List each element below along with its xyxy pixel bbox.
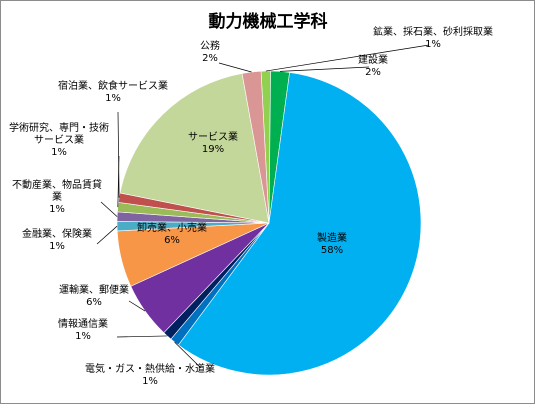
chart-title: 動力機械工学科 xyxy=(209,11,328,32)
pie-slice-2 xyxy=(177,72,422,376)
slice-label-value-4: 1% xyxy=(75,331,91,342)
slice-label-value-8: 1% xyxy=(49,204,65,215)
leader-line-1 xyxy=(280,66,370,72)
slice-label-value-11: 19% xyxy=(202,144,224,155)
slice-label-name-5: 運輸業、郵便業 xyxy=(59,283,129,296)
slice-label-name-8: 不動産業、物品賃貸 xyxy=(12,178,102,191)
slice-label-name-9: サービス業 xyxy=(34,133,84,146)
slice-label-name-4: 情報通信業 xyxy=(58,317,108,330)
slice-label-value-7: 1% xyxy=(49,241,65,252)
slice-label-value-10: 1% xyxy=(105,93,121,104)
leader-line-3 xyxy=(174,341,202,369)
slice-label-name-8: 業 xyxy=(52,190,62,203)
slice-label-value-5: 6% xyxy=(86,297,102,308)
leader-line-7 xyxy=(96,225,118,245)
leader-line-12 xyxy=(218,62,252,73)
leader-line-10 xyxy=(117,111,120,198)
slice-label-name-12: 公務 xyxy=(200,39,220,52)
slice-label-name-6: 卸売業、小売業 xyxy=(137,221,207,234)
slice-label-value-12: 2% xyxy=(202,53,218,64)
leader-line-0 xyxy=(265,44,430,72)
slice-label-value-1: 2% xyxy=(365,67,381,78)
slice-label-value-0: 1% xyxy=(425,39,441,50)
slice-label-name-1: 建設業 xyxy=(358,53,388,66)
slice-label-value-9: 1% xyxy=(51,147,67,158)
slice-label-value-3: 1% xyxy=(142,376,158,387)
slice-label-name-9: 学術研究、専門・技術 xyxy=(9,121,109,134)
slice-label-name-10: 宿泊業、飲食サービス業 xyxy=(58,79,168,92)
leader-line-5 xyxy=(128,300,146,312)
slice-label-name-11: サービス業 xyxy=(188,130,238,143)
slice-label-value-6: 6% xyxy=(164,235,180,246)
slice-label-name-3: 電気・ガス・熱供給・水道業 xyxy=(85,362,215,375)
slice-label-name-7: 金融業、保険業 xyxy=(22,227,92,240)
leader-line-4 xyxy=(116,335,168,338)
slice-label-name-0: 鉱業、採石業、砂利採取業 xyxy=(373,25,493,38)
pie-slice-11 xyxy=(119,73,270,224)
slice-label-name-2: 製造業 xyxy=(317,231,347,244)
slice-label-value-2: 58% xyxy=(321,245,343,256)
leader-line-8 xyxy=(100,201,118,217)
